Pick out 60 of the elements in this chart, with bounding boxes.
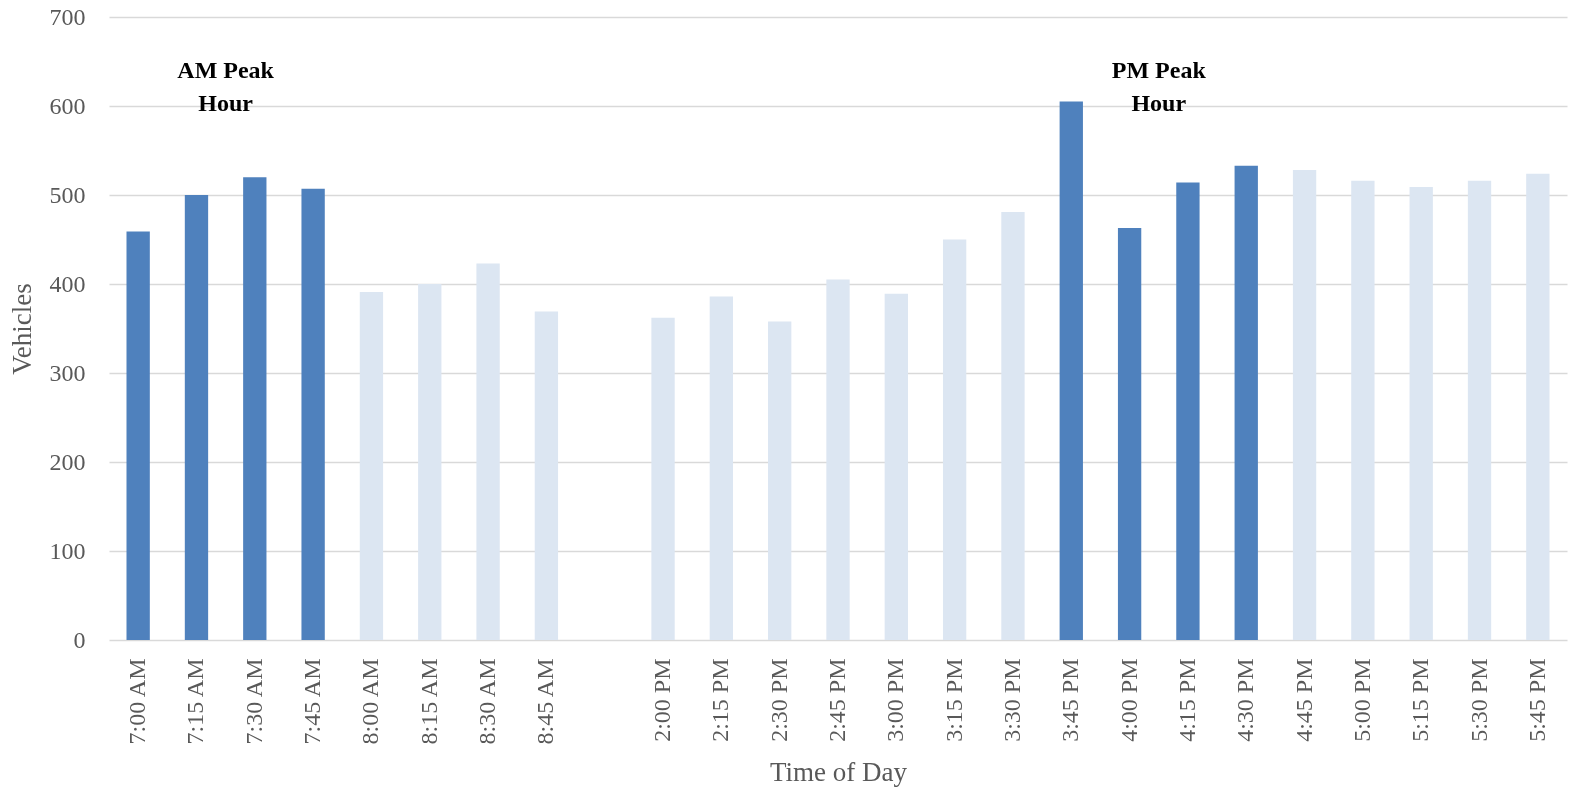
- y-tick-label: 400: [49, 270, 86, 297]
- x-tick-label: 2:15 PM: [707, 658, 734, 742]
- y-axis-title: Vehicles: [6, 283, 37, 375]
- y-tick-label: 0: [73, 626, 86, 653]
- bar: [1117, 227, 1142, 640]
- x-tick-label: 3:00 PM: [882, 658, 909, 742]
- bar: [1409, 186, 1433, 640]
- bar: [359, 292, 384, 640]
- bar: [942, 239, 967, 640]
- x-axis-title: Time of Day: [769, 756, 908, 787]
- bar: [126, 231, 150, 640]
- bar: [1526, 173, 1550, 640]
- x-tick-label: 5:00 PM: [1348, 658, 1375, 742]
- x-tick-label: 4:30 PM: [1232, 658, 1259, 742]
- bar: [1234, 165, 1258, 640]
- bar: [1176, 182, 1200, 640]
- bar: [826, 279, 850, 640]
- bar: [418, 284, 442, 640]
- bar: [709, 296, 734, 640]
- x-tick-label: 4:45 PM: [1290, 658, 1317, 742]
- annotation: AM Peak Hour: [177, 57, 275, 116]
- x-tick-label: 3:45 PM: [1057, 658, 1084, 742]
- x-tick-label: 8:45 AM: [532, 658, 559, 745]
- bar: [1351, 180, 1375, 640]
- bar: [301, 188, 325, 640]
- x-tick-label: 7:30 AM: [240, 658, 267, 745]
- y-tick-label: 300: [49, 359, 86, 386]
- y-tick-label: 200: [49, 448, 86, 475]
- x-tick-label: 4:00 PM: [1115, 658, 1142, 742]
- x-tick-label: 7:15 AM: [182, 658, 209, 745]
- bar: [534, 311, 559, 640]
- x-tick-label: 5:45 PM: [1523, 658, 1550, 742]
- bar: [884, 293, 908, 640]
- bar: [1059, 101, 1083, 640]
- bar: [1292, 170, 1317, 640]
- x-tick-label: 8:15 AM: [415, 658, 442, 745]
- bar: [768, 321, 792, 640]
- x-tick-label: 3:15 PM: [940, 658, 967, 742]
- bar: [651, 317, 675, 640]
- x-tick-label: 5:15 PM: [1407, 658, 1434, 742]
- y-tick-label: 100: [49, 537, 86, 564]
- y-tick-label: 500: [49, 181, 86, 208]
- x-tick-label: 7:00 AM: [124, 658, 151, 745]
- x-tick-label: 8:30 AM: [474, 658, 501, 745]
- x-tick-label: 7:45 AM: [299, 658, 326, 745]
- bar: [243, 177, 267, 640]
- x-tick-label: 4:15 PM: [1173, 658, 1200, 742]
- y-tick-label: 600: [49, 92, 86, 119]
- bar: [476, 263, 500, 640]
- bar: [1001, 211, 1025, 640]
- x-tick-label: 2:30 PM: [765, 658, 792, 742]
- x-tick-label: 5:30 PM: [1465, 658, 1492, 742]
- bar: [1467, 180, 1492, 640]
- bar: [184, 195, 209, 640]
- x-tick-label: 8:00 AM: [357, 658, 384, 745]
- x-tick-label: 3:30 PM: [998, 658, 1025, 742]
- x-tick-label: 2:45 PM: [824, 658, 850, 742]
- x-tick-label: 2:00 PM: [649, 658, 676, 742]
- y-tick-label: 700: [49, 3, 86, 30]
- annotation: PM Peak Hour: [1111, 57, 1207, 116]
